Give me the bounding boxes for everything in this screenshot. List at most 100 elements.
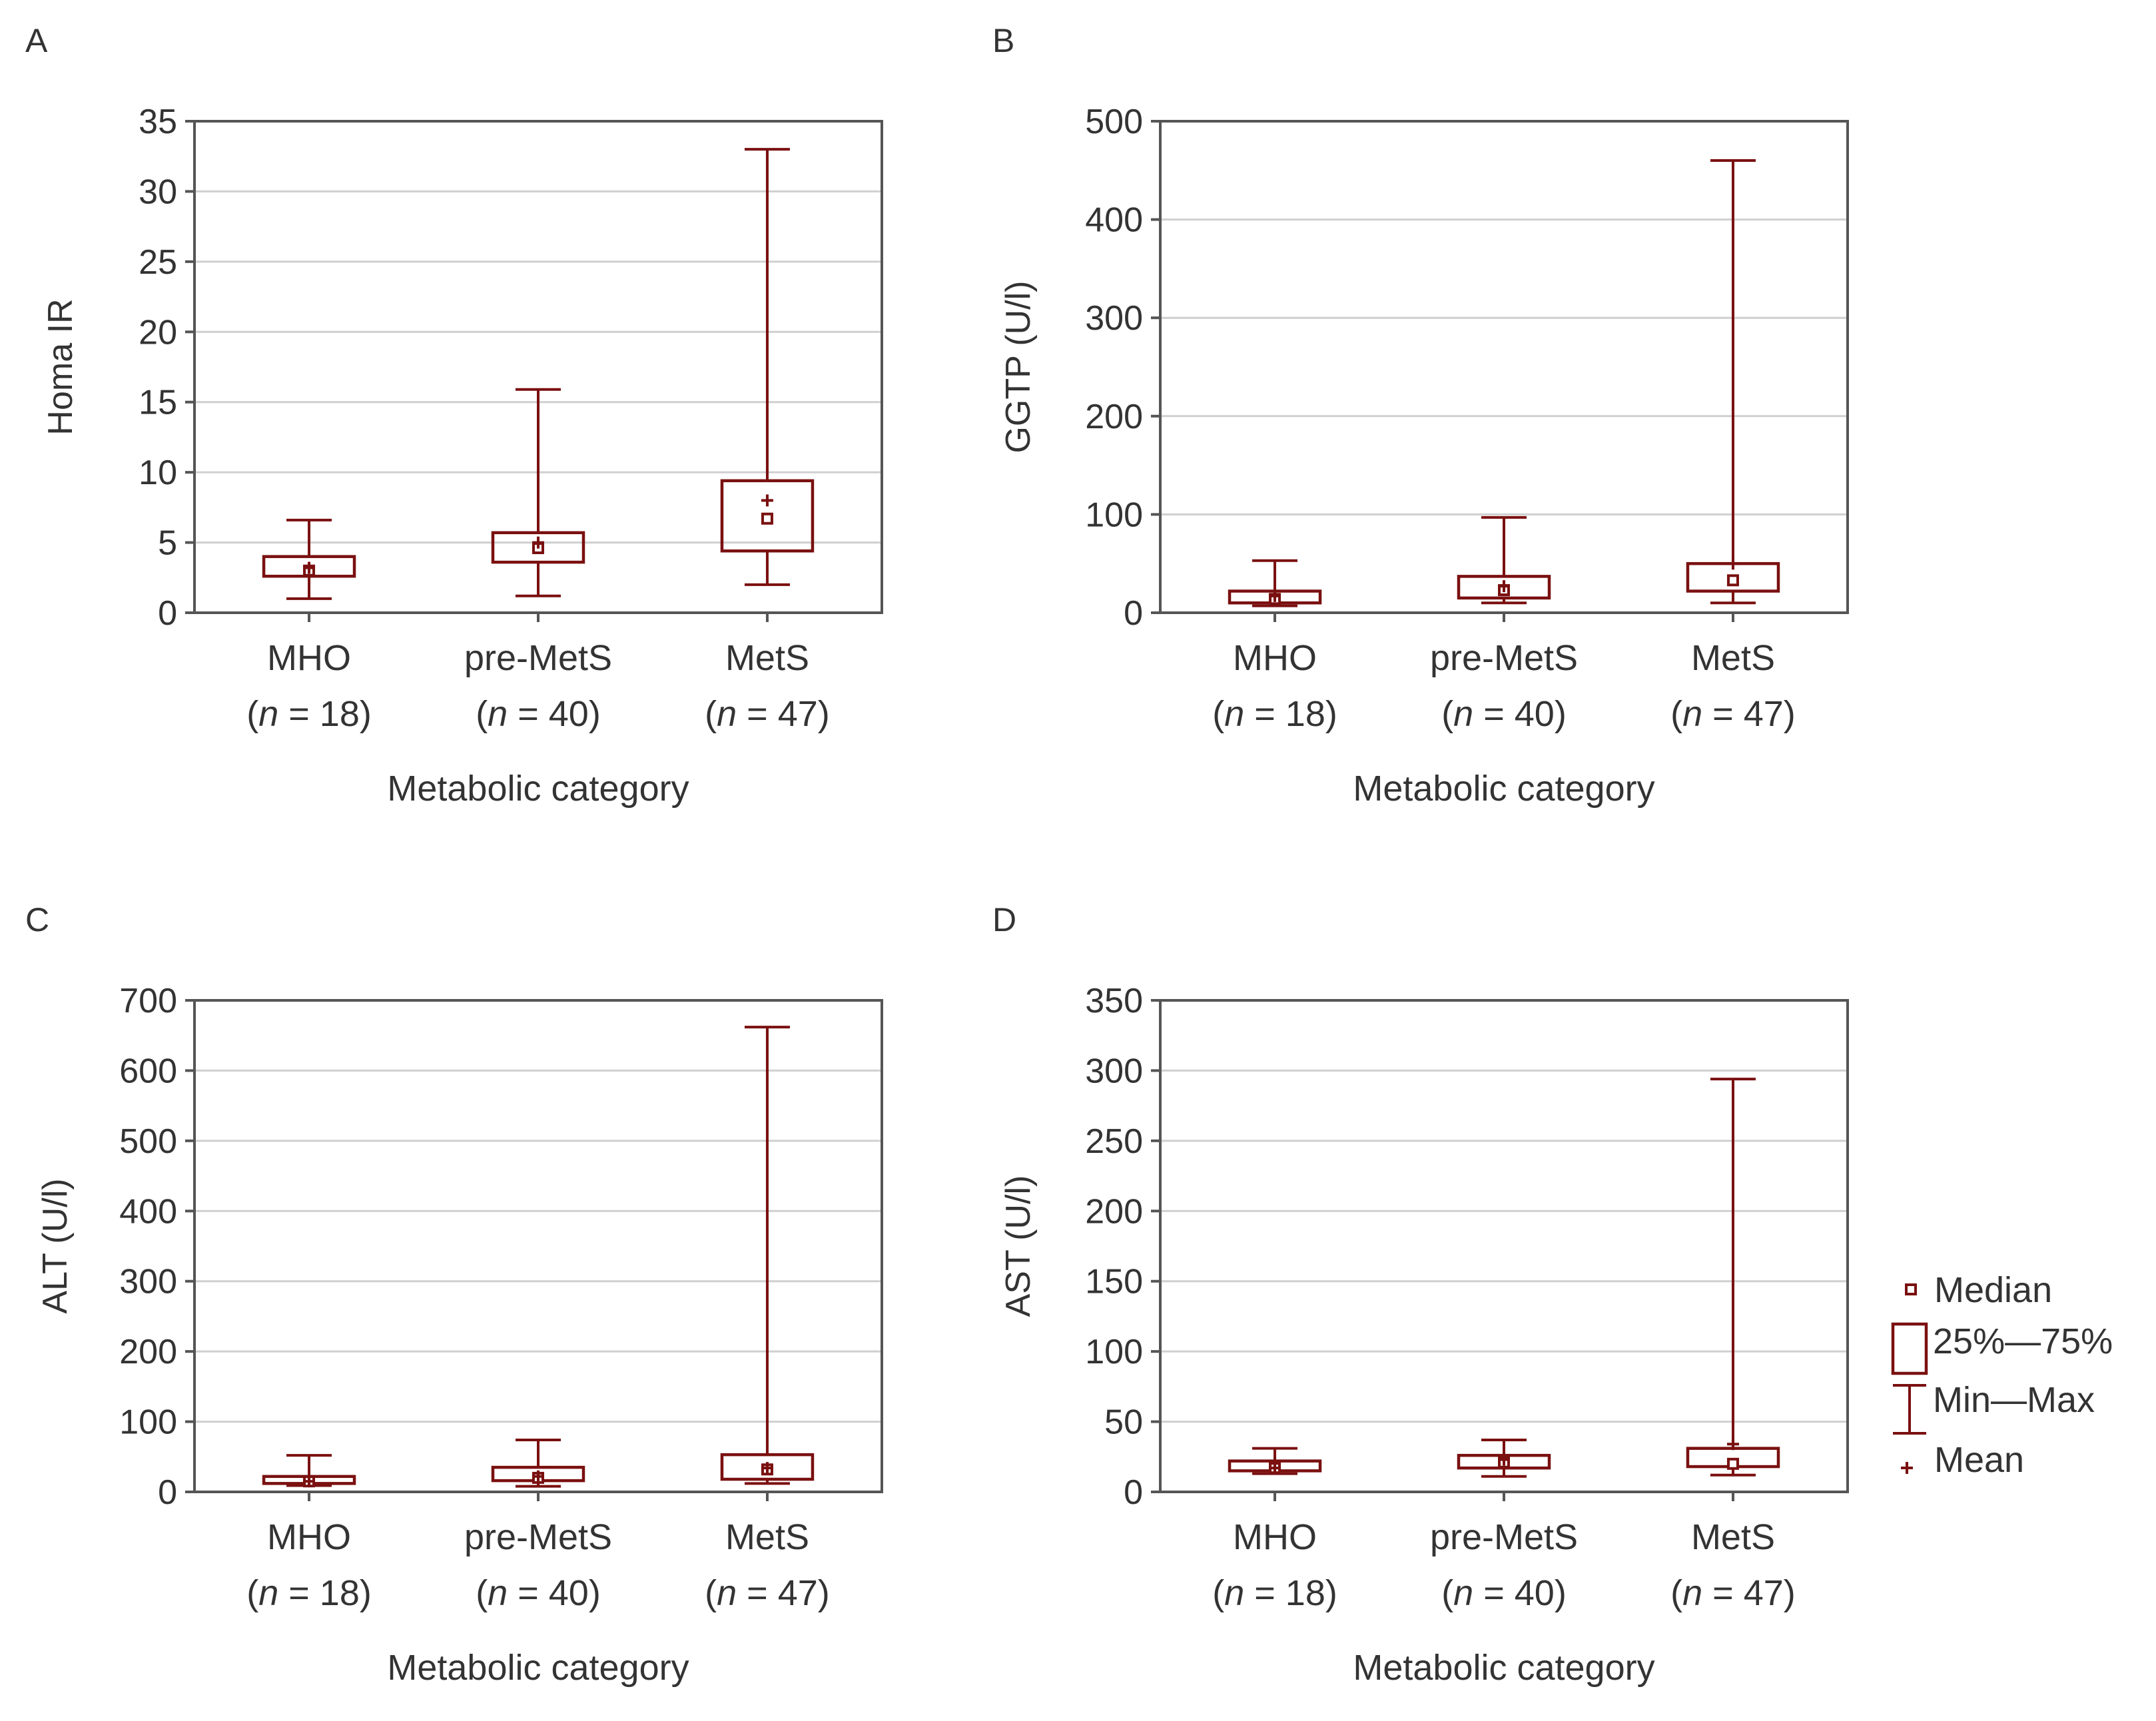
x-category-n-label: (n = 40) <box>1441 694 1567 734</box>
mean-marker <box>761 1462 773 1475</box>
x-axis-label: Metabolic category <box>1353 1648 1654 1688</box>
mean-marker <box>532 1470 544 1483</box>
panel-letter: A <box>25 22 48 59</box>
x-category-n-label: (n = 18) <box>246 694 372 734</box>
boxplot-mets <box>720 1026 815 1485</box>
x-category-n-label: (n = 47) <box>705 1573 830 1613</box>
x-category-label: MetS <box>725 638 809 678</box>
boxplot-mho <box>1228 559 1322 607</box>
y-tick-label: 350 <box>1085 982 1143 1020</box>
y-tick-label: 200 <box>1085 398 1143 436</box>
y-tick-label: 20 <box>139 313 177 352</box>
x-category-n-label: (n = 18) <box>246 1573 372 1613</box>
chart-panel-c: C 0 100 200 300 400 500 600 700 ALT (U/l) MHO (n = … <box>25 901 883 1688</box>
panel-letter: B <box>992 22 1014 59</box>
y-tick-label: 35 <box>139 103 177 141</box>
y-axis-label: GGTP (U/l) <box>999 280 1038 453</box>
y-tick-label: 0 <box>158 1473 177 1512</box>
iqr-box <box>491 531 585 564</box>
y-tick-label: 300 <box>119 1263 177 1301</box>
boxplot-mets <box>1686 1078 1780 1477</box>
x-category-n-label: (n = 47) <box>1670 1573 1796 1613</box>
boxplot-mho <box>1228 1447 1322 1475</box>
x-category-label: MetS <box>1691 1517 1775 1557</box>
iqr-box <box>720 479 815 553</box>
y-tick-label: 0 <box>1124 594 1143 633</box>
x-category-label: MHO <box>267 638 351 678</box>
legend-median-symbol <box>1905 1283 1917 1295</box>
legend-iqr-label: 25%—75% <box>1933 1321 2113 1361</box>
boxplot-mho <box>262 1454 356 1488</box>
chart-panel-d: D 0 50 100 150 200 250 300 350 AST (U/l) MHO (n = 1… <box>992 901 1849 1688</box>
panel-letter: C <box>25 901 49 938</box>
y-tick-label: 500 <box>1085 103 1143 141</box>
x-category-n-label: (n = 47) <box>705 694 830 734</box>
y-tick-label: 150 <box>1085 1263 1143 1301</box>
plot-frame <box>1159 999 1849 1493</box>
x-category-n-label: (n = 47) <box>1670 694 1796 734</box>
median-marker <box>1726 574 1739 587</box>
y-tick-label: 250 <box>1085 1122 1143 1161</box>
y-tick-label: 30 <box>139 172 177 211</box>
legend-iqr-symbol <box>1891 1322 1928 1375</box>
iqr-box <box>720 1453 815 1481</box>
mean-marker <box>761 494 773 507</box>
legend-mean-label: Mean <box>1934 1440 2024 1480</box>
x-category-label: MHO <box>1233 638 1317 678</box>
mean-marker <box>1269 589 1281 602</box>
y-tick-label: 15 <box>139 384 177 422</box>
y-tick-label: 600 <box>119 1052 177 1090</box>
mean-marker <box>1726 1438 1739 1451</box>
boxplot-pre-mets <box>491 1438 585 1488</box>
y-tick-label: 100 <box>119 1403 177 1442</box>
y-tick-label: 200 <box>119 1333 177 1371</box>
x-category-n-label: (n = 18) <box>1212 694 1337 734</box>
boxplot-mets <box>1686 159 1780 605</box>
y-tick-label: 400 <box>1085 201 1143 240</box>
mean-marker <box>303 561 316 574</box>
chart-panel-b: B 0 100 200 300 400 500 GGTP (U/l) MHO (n = 18) pr… <box>992 22 1849 809</box>
y-tick-label: 100 <box>1085 496 1143 534</box>
legend-median-label: Median <box>1934 1270 2052 1310</box>
x-axis-label: Metabolic category <box>1353 769 1654 809</box>
iqr-box <box>1457 575 1551 600</box>
y-tick-label: 100 <box>1085 1333 1143 1371</box>
x-category-label: pre-MetS <box>1430 638 1578 678</box>
y-tick-label: 400 <box>119 1192 177 1231</box>
mean-marker <box>1498 580 1510 593</box>
y-tick-label: 0 <box>1124 1473 1143 1512</box>
x-category-label: MHO <box>267 1517 351 1557</box>
x-category-label: pre-MetS <box>464 1517 612 1557</box>
y-tick-label: 25 <box>139 243 177 282</box>
y-axis-label: ALT (U/l) <box>36 1178 75 1313</box>
x-category-label: MHO <box>1233 1517 1317 1557</box>
mean-marker <box>532 536 544 549</box>
boxplot-mho <box>262 518 356 600</box>
legend-range-symbol <box>1893 1384 1926 1435</box>
y-axis-label: AST (U/l) <box>999 1176 1038 1317</box>
legend: Median 25%—75% Min—Max Mean <box>1891 1270 2113 1480</box>
plot-frame <box>193 999 883 1493</box>
legend-mean-symbol <box>1901 1462 1913 1474</box>
x-category-label: pre-MetS <box>1430 1517 1578 1557</box>
median-marker <box>1726 1457 1739 1470</box>
y-tick-label: 300 <box>1085 299 1143 338</box>
mean-marker <box>303 1475 316 1488</box>
y-axis-label: Homa IR <box>41 298 80 435</box>
x-axis-label: Metabolic category <box>387 1648 689 1688</box>
y-tick-label: 700 <box>119 982 177 1020</box>
y-tick-label: 500 <box>119 1122 177 1161</box>
x-category-n-label: (n = 18) <box>1212 1573 1337 1613</box>
y-tick-label: 300 <box>1085 1052 1143 1090</box>
y-tick-label: 50 <box>1104 1403 1143 1442</box>
chart-panel-a: A 0 5 10 15 20 25 30 35 Homa IR MHO (n = 18) pre-Met… <box>25 22 883 809</box>
mean-marker <box>1498 1453 1510 1466</box>
x-category-label: MetS <box>1691 638 1775 678</box>
mean-marker <box>1726 557 1739 570</box>
panel-letter: D <box>992 901 1016 938</box>
x-category-label: MetS <box>725 1517 809 1557</box>
boxplot-mets <box>720 148 815 586</box>
y-tick-label: 10 <box>139 454 177 492</box>
x-axis-label: Metabolic category <box>387 769 689 809</box>
x-category-n-label: (n = 40) <box>476 694 601 734</box>
